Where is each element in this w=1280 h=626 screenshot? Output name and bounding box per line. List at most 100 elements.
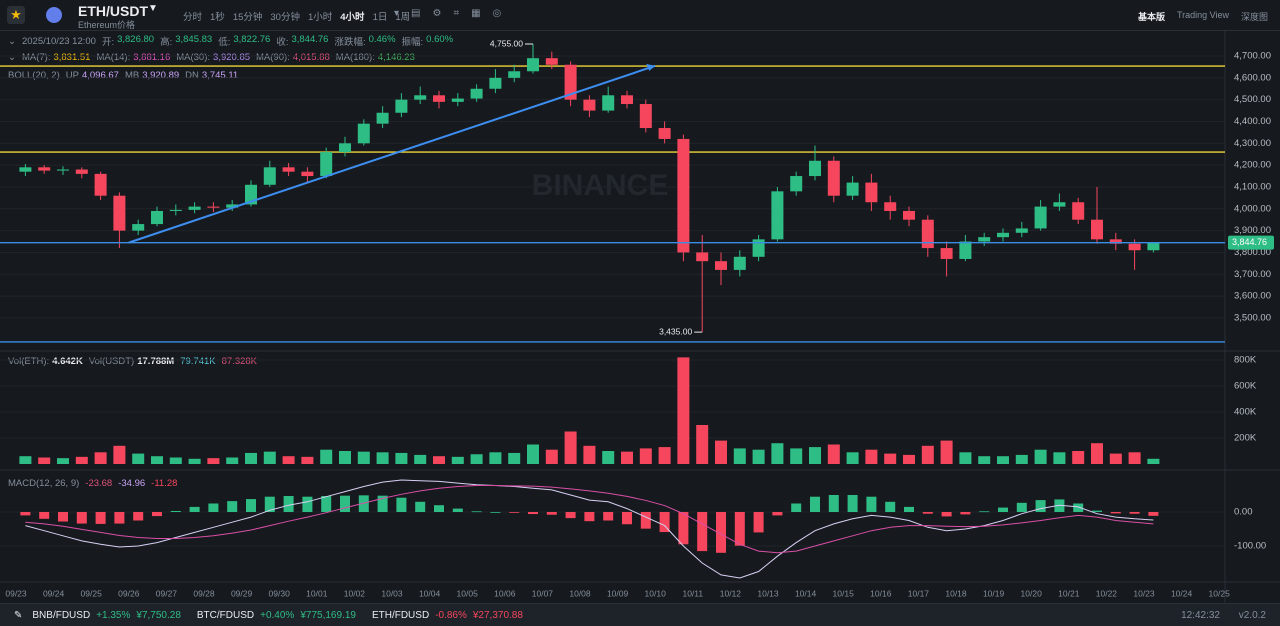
- ticker[interactable]: ETH/FDUSD -0.86% ¥27,370.88: [372, 610, 523, 621]
- macd-hist: [340, 495, 350, 512]
- candle-body: [583, 99, 596, 111]
- macd-hist: [434, 505, 444, 512]
- volume-bar: [696, 425, 709, 464]
- macd-hist: [904, 506, 914, 512]
- label: MACD(12, 26, 9): [8, 478, 80, 489]
- item: MA(90): 4,015.88: [256, 52, 330, 63]
- macd-hist: [170, 510, 181, 512]
- x-tick-label: 10/23: [1133, 588, 1155, 598]
- macd-hist: [490, 512, 501, 513]
- label: 低:: [218, 37, 231, 48]
- candle-body: [169, 209, 182, 211]
- price: ¥7,750.28: [136, 609, 181, 621]
- ticker[interactable]: BTC/FDUSD +0.40% ¥775,169.19: [197, 610, 356, 621]
- edit-icon[interactable]: ✎: [14, 609, 23, 621]
- volume-bar: [545, 449, 558, 464]
- candle-body: [376, 112, 389, 124]
- item: Vol(USDT) 17.788M: [89, 356, 174, 367]
- value: 3,920.85: [213, 52, 251, 63]
- volume-bar: [752, 449, 765, 464]
- x-tick-label: 09/28: [193, 588, 215, 598]
- volume-bar: [263, 451, 276, 464]
- volume-bar: [978, 456, 991, 464]
- macd-hist: [377, 495, 388, 512]
- macd-hist: [998, 507, 1008, 512]
- pair[interactable]: ETH/USDT: [78, 3, 148, 19]
- macd-hist: [95, 512, 106, 524]
- tool[interactable]: ▤: [411, 8, 421, 19]
- dropdown[interactable]: ▾: [394, 8, 400, 19]
- candle-body: [1034, 206, 1047, 229]
- macd-hist: [659, 512, 670, 533]
- volume-bar: [884, 453, 897, 464]
- candle-body: [865, 182, 878, 203]
- candle-body: [395, 99, 408, 113]
- candle-body: [677, 138, 690, 253]
- trend-line: [128, 64, 656, 244]
- candle-body: [1128, 243, 1141, 251]
- candle-body: [1091, 219, 1103, 240]
- tool[interactable]: ◎: [492, 8, 502, 19]
- volume-bar: [94, 452, 107, 464]
- macd-hist: [885, 501, 896, 512]
- macd-hist: [941, 512, 952, 517]
- pair: BNB/FDUSD: [32, 609, 91, 621]
- footer: ✎ BNB/FDUSD +1.35% ¥7,750.28 BTC/FDUSD +0.40…: [0, 603, 1280, 626]
- value: 3,844.76: [291, 34, 329, 45]
- x-tick-label: 10/21: [1058, 588, 1080, 598]
- macd-hist: [753, 512, 764, 533]
- interval[interactable]: 1秒: [210, 12, 225, 23]
- volume-bar: [602, 451, 615, 464]
- candle-body: [921, 219, 934, 249]
- interval[interactable]: 1周: [395, 12, 411, 23]
- x-tick-label: 10/05: [457, 588, 479, 598]
- interval[interactable]: 分时: [183, 12, 203, 23]
- candle-body: [57, 169, 69, 171]
- interval[interactable]: 30分钟: [270, 12, 300, 23]
- caret[interactable]: ⌄: [8, 35, 16, 47]
- ticker[interactable]: BNB/FDUSD +1.35% ¥7,750.28: [32, 610, 181, 621]
- tool[interactable]: ▦: [471, 8, 481, 19]
- candle-body: [75, 169, 88, 174]
- item: 收: 3,844.76: [276, 34, 328, 48]
- candle-body: [639, 104, 652, 129]
- value: 87.328K: [221, 356, 258, 367]
- volume-bar: [508, 452, 521, 464]
- macd-hist: [189, 506, 200, 512]
- macd-line: [25, 484, 1154, 554]
- candle-body: [357, 123, 370, 144]
- volume-bar: [921, 445, 934, 464]
- interval[interactable]: 1日: [372, 12, 388, 23]
- view-tab[interactable]: 深度图: [1240, 12, 1268, 22]
- interval[interactable]: 4小时: [340, 12, 365, 23]
- interval[interactable]: 15分钟: [232, 12, 263, 23]
- value: -11.28: [151, 478, 178, 489]
- candle-body: [339, 143, 351, 153]
- views: 基本版 Trading View 深度图: [1138, 10, 1268, 23]
- change: -0.86%: [435, 609, 467, 621]
- volume-bar: [151, 456, 163, 464]
- macd-hist: [716, 512, 726, 553]
- x-tick-label: 10/22: [1096, 588, 1118, 598]
- x-tick-label: 10/13: [757, 588, 779, 598]
- coin-icon: [46, 7, 62, 23]
- macd-hist: [20, 512, 31, 516]
- interval[interactable]: 1小时: [307, 12, 333, 23]
- x-tick-label: 09/27: [156, 588, 178, 598]
- view-tab[interactable]: 基本版: [1137, 12, 1165, 22]
- view-tab[interactable]: Trading View: [1176, 10, 1229, 20]
- x-tick-label: 09/23: [5, 588, 27, 598]
- candle-body: [715, 261, 727, 270]
- tool[interactable]: ⌗: [453, 8, 460, 19]
- caret[interactable]: ⌄: [8, 52, 16, 63]
- item: MA(14): 3,881.16: [96, 52, 170, 63]
- volume-bar: [301, 456, 314, 464]
- candle-body: [188, 206, 201, 210]
- tool[interactable]: ⚙: [432, 8, 442, 19]
- label: 高:: [160, 37, 173, 48]
- pair: ETH/FDUSD: [371, 609, 430, 621]
- favorite[interactable]: ★: [7, 6, 25, 24]
- macd-line: [25, 479, 1154, 579]
